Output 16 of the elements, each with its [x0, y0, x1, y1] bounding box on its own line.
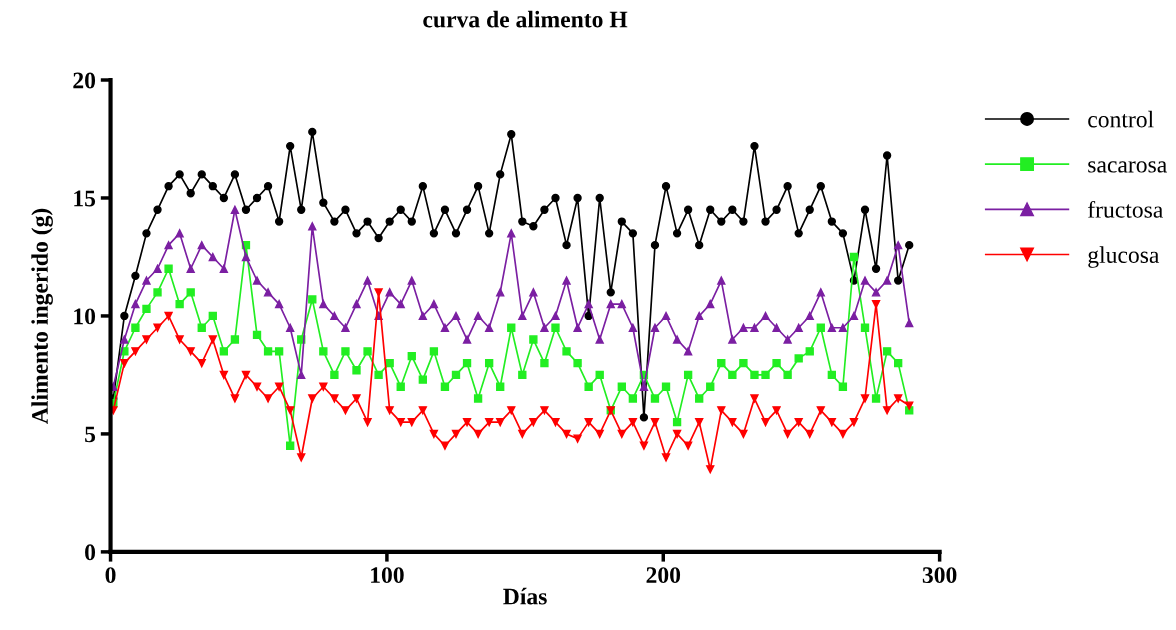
- x-tick-label: 300: [922, 567, 957, 584]
- y-tick-label: 0: [85, 544, 96, 561]
- legend-label: glucosa: [1088, 246, 1160, 268]
- x-axis-title: Días: [503, 587, 547, 605]
- legend-label: sacarosa: [1088, 161, 1167, 173]
- y-axis-title: Alimento ingerido (g): [31, 208, 53, 424]
- chart-title: curva de alimento H: [423, 10, 628, 28]
- y-tick-label: 5: [85, 426, 96, 443]
- x-tick-label: 100: [371, 567, 404, 584]
- y-tick-label: 15: [74, 190, 96, 207]
- x-tick-label: 0: [105, 567, 116, 584]
- x-tick-label: 200: [646, 567, 681, 584]
- legend-label: control: [1088, 110, 1154, 128]
- legend-label: fructosa: [1088, 200, 1163, 218]
- y-tick-label: 20: [73, 72, 96, 89]
- y-tick-label: 10: [74, 308, 96, 325]
